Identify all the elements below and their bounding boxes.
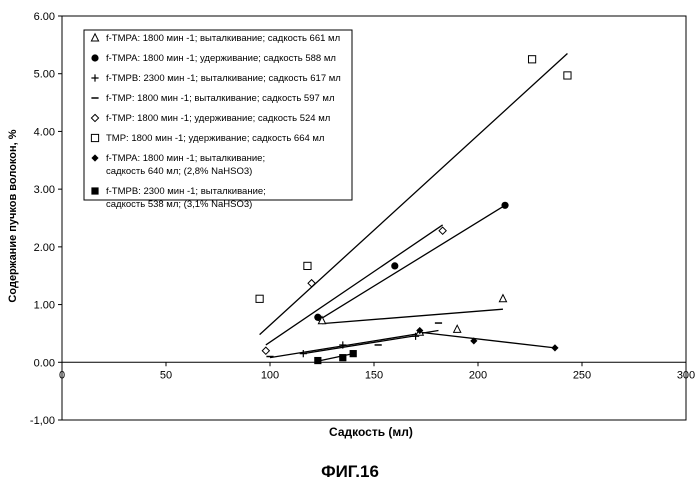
trendline	[303, 336, 415, 354]
figure-caption: ФИГ.16	[0, 462, 700, 482]
x-tick-label: 100	[261, 369, 279, 381]
data-point	[339, 354, 346, 361]
x-tick-label: 0	[59, 369, 65, 381]
legend-entry: TMP: 1800 мин -1; удерживание; садкость …	[106, 133, 324, 144]
y-tick-label: 6.00	[34, 11, 55, 23]
y-tick-label: 2.00	[34, 242, 55, 254]
data-point	[499, 295, 506, 302]
trendline	[322, 309, 503, 323]
x-tick-label: 250	[573, 369, 591, 381]
y-tick-label: -1,00	[30, 415, 55, 427]
data-point	[391, 262, 398, 269]
data-point	[314, 357, 321, 364]
legend-entry: f-TMP: 1800 мин -1; выталкивание; садкос…	[106, 93, 334, 104]
data-point	[304, 262, 311, 269]
data-point	[300, 350, 307, 357]
legend-entry: садкость 538 мл; (3,1% NaHSO3)	[106, 199, 252, 210]
data-point	[314, 314, 321, 321]
trendline	[266, 225, 443, 345]
x-tick-label: 50	[160, 369, 172, 381]
y-tick-label: 5.00	[34, 69, 55, 81]
legend-marker	[91, 54, 98, 61]
x-tick-label: 150	[365, 369, 383, 381]
y-tick-label: 0.00	[34, 357, 55, 369]
trendline	[318, 354, 353, 362]
legend-entry: f-TMPA: 1800 мин -1; выталкивание; садко…	[106, 33, 340, 44]
y-tick-label: 3.00	[34, 184, 55, 196]
legend-entry: f-TMPB: 2300 мин -1; выталкивание; садко…	[106, 73, 341, 84]
legend-entry: f-TMP: 1800 мин -1; удерживание; садкост…	[106, 113, 330, 124]
x-tick-label: 300	[677, 369, 695, 381]
data-point	[308, 280, 315, 287]
legend-marker	[91, 187, 98, 194]
x-axis-ticks: 0 50 100 150 200 250 300	[59, 362, 695, 381]
legend-marker	[91, 134, 98, 141]
data-point	[454, 325, 461, 332]
data-point	[262, 347, 269, 354]
data-point	[564, 72, 571, 79]
y-tick-label: 1.00	[34, 300, 55, 312]
y-tick-label: 4.00	[34, 126, 55, 138]
data-point	[350, 350, 357, 357]
y-axis-label: Содержание пучков волокон, %	[7, 129, 19, 302]
legend-entry: f-TMPA: 1800 мин -1; удерживание; садкос…	[106, 53, 336, 64]
data-point	[256, 295, 263, 302]
x-tick-label: 200	[469, 369, 487, 381]
data-point	[528, 56, 535, 63]
data-point	[501, 202, 508, 209]
data-point	[439, 227, 446, 234]
legend-entry: f-TMPA: 1800 мин -1; выталкивание;	[106, 153, 265, 164]
data-point	[551, 344, 558, 351]
legend: f-TMPA: 1800 мин -1; выталкивание; садко…	[84, 30, 352, 210]
x-axis-label: Садкость (мл)	[329, 425, 413, 439]
trendline	[420, 332, 555, 348]
y-axis-ticks: -1,00 0.00 1.00 2.00 3.00 4.00 5.00 6.00	[30, 11, 62, 427]
legend-entry: f-TMPB: 2300 мин -1; выталкивание;	[106, 186, 266, 197]
fiber-bundle-chart: 0 50 100 150 200 250 300 -1,00 0.00 1.00 2.00 3.00…	[0, 0, 700, 460]
legend-entry: садкость 640 мл; (2,8% NaHSO3)	[106, 166, 252, 177]
trendline	[318, 205, 505, 320]
